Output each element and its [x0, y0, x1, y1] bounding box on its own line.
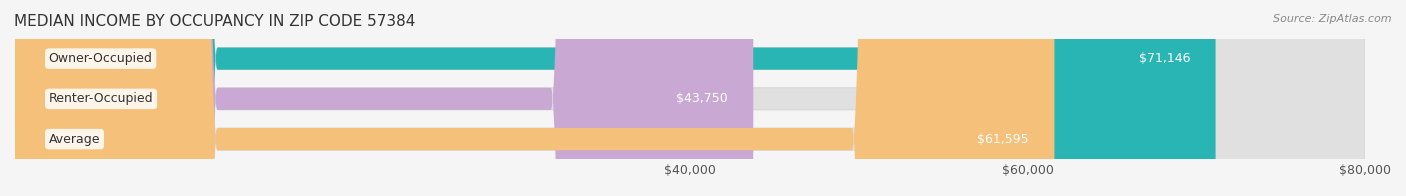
FancyBboxPatch shape [15, 0, 1365, 196]
FancyBboxPatch shape [15, 0, 1365, 196]
Text: $61,595: $61,595 [977, 133, 1029, 146]
Text: Owner-Occupied: Owner-Occupied [49, 52, 153, 65]
FancyBboxPatch shape [15, 0, 1216, 196]
FancyBboxPatch shape [15, 0, 754, 196]
Text: Renter-Occupied: Renter-Occupied [49, 92, 153, 105]
FancyBboxPatch shape [15, 0, 1054, 196]
Text: Source: ZipAtlas.com: Source: ZipAtlas.com [1274, 14, 1392, 24]
Text: Average: Average [49, 133, 100, 146]
Text: $43,750: $43,750 [676, 92, 728, 105]
Text: $71,146: $71,146 [1139, 52, 1191, 65]
Text: MEDIAN INCOME BY OCCUPANCY IN ZIP CODE 57384: MEDIAN INCOME BY OCCUPANCY IN ZIP CODE 5… [14, 14, 415, 29]
FancyBboxPatch shape [15, 0, 1365, 196]
